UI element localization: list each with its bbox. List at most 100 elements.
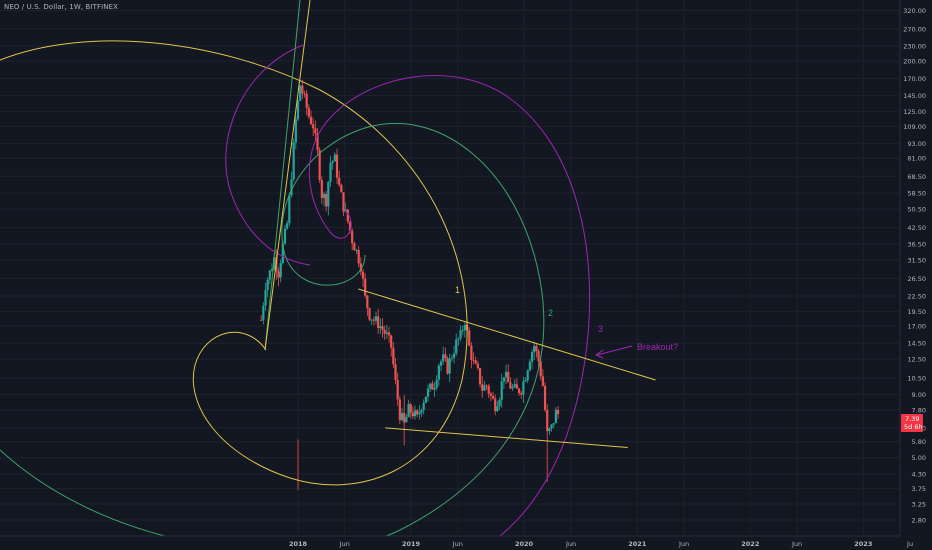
time-tick-label: 2021: [628, 540, 647, 548]
candle-body: [463, 324, 466, 331]
time-tick-label: 2020: [515, 540, 534, 548]
price-tick-label: 19.50: [907, 308, 926, 316]
price-scale[interactable]: 320.00 270.00 230.00 200.00 170.00 145.00 125.…: [899, 0, 932, 550]
price-tick-label: 145.00: [903, 92, 926, 100]
fan-line-yellow[interactable]: [264, 0, 311, 351]
candle-body: [413, 410, 417, 417]
candle-body: [470, 345, 473, 360]
price-tick-label: 3.75: [912, 485, 926, 493]
time-scale[interactable]: 2018 Jun 2019 Jun 2020 Jun 2021 Jun 2022 Jun 2023 J…: [0, 535, 932, 550]
candle-body: [325, 193, 328, 207]
drawing-overlays[interactable]: 1 2 3 Breakout?: [0, 0, 678, 550]
candle-body: [357, 249, 360, 264]
price-tick-label: 200.00: [903, 58, 926, 66]
candle-body: [533, 345, 536, 353]
candle-body: [309, 116, 313, 125]
time-tick-label: Jun: [565, 540, 576, 548]
candle-body: [448, 358, 451, 374]
candle-body: [361, 271, 365, 279]
candle-body: [461, 330, 464, 331]
candle-body: [520, 393, 523, 395]
time-tick-label: 2019: [402, 540, 421, 548]
candle-body: [262, 305, 265, 321]
candle-body: [277, 271, 280, 278]
current-price-value: 7.39: [905, 415, 919, 423]
candle-body: [379, 326, 382, 329]
price-tick-label: 31.50: [907, 256, 926, 264]
candle-body: [513, 384, 516, 388]
candle-body: [405, 416, 408, 423]
candle-body: [279, 263, 282, 278]
candle-body: [459, 330, 462, 339]
candle-body: [530, 352, 534, 362]
candle-body: [312, 124, 315, 129]
price-tick-label: 14.50: [907, 340, 926, 348]
candle-body: [299, 85, 302, 101]
trendline-upper[interactable]: [358, 288, 656, 381]
candle-body: [452, 353, 456, 358]
breakout-arrow-line[interactable]: [596, 345, 633, 356]
time-tick-label: Jun: [791, 540, 802, 548]
price-tick-label: 125.00: [903, 108, 926, 116]
candle-body: [296, 100, 300, 120]
candle-body: [502, 377, 505, 382]
price-tick-label: 42.50: [907, 224, 926, 232]
candle-body: [552, 423, 555, 425]
symbol-legend: NEO / U.S. Dollar, 1W, BITFINEX: [4, 3, 119, 11]
candle-body: [305, 93, 308, 108]
candle-body: [450, 357, 453, 359]
candle-body: [320, 179, 323, 198]
candle-body: [340, 184, 343, 193]
candle-body: [457, 338, 460, 340]
price-tick-label: 230.00: [903, 43, 926, 51]
candle-body: [535, 345, 538, 351]
candle-body: [264, 290, 267, 306]
fib-spiral-purple[interactable]: [308, 75, 591, 550]
spiral-label-2: 2: [548, 308, 553, 318]
price-tick-label: 270.00: [903, 25, 926, 33]
candle-body: [351, 230, 354, 244]
candle-body: [422, 402, 425, 410]
candle-body: [270, 268, 274, 271]
candle-body: [431, 383, 434, 390]
candle-body: [307, 107, 310, 117]
candle-body: [543, 385, 547, 410]
price-tick-label: 36.50: [907, 240, 926, 248]
price-tick-label: 170.00: [903, 75, 926, 83]
breakout-arrow-head: [594, 349, 604, 359]
candle-body: [292, 142, 295, 180]
candle-body: [394, 364, 397, 380]
trendline-lower[interactable]: [385, 427, 628, 448]
candle-body: [370, 319, 373, 321]
candle-body: [329, 162, 332, 182]
candles[interactable]: [260, 79, 560, 491]
fib-spiral-green[interactable]: [0, 123, 545, 550]
candle-body: [314, 128, 317, 134]
price-tick-label: 4.30: [912, 470, 926, 478]
candle-body: [429, 383, 432, 389]
candle-body: [316, 133, 319, 150]
candle-body: [294, 119, 297, 143]
fan-line-green[interactable]: [264, 0, 301, 351]
candle-body: [411, 412, 414, 417]
candle-body: [439, 361, 443, 366]
price-tick-label: 17.00: [907, 323, 926, 331]
candle-body: [446, 358, 449, 374]
candle-body: [387, 332, 391, 336]
candle-body: [364, 278, 367, 296]
candle-body: [400, 413, 404, 421]
candle-body: [487, 385, 490, 394]
candle-body: [541, 376, 544, 386]
price-tick-label: 2.80: [912, 517, 926, 525]
fib-spiral-yellow[interactable]: [0, 40, 468, 486]
candle-body: [346, 209, 349, 222]
candle-body: [424, 396, 427, 403]
candle-body: [496, 406, 499, 412]
candle-body: [286, 223, 289, 229]
candle-body: [416, 410, 419, 415]
candle-body: [526, 370, 529, 381]
candle-body: [546, 409, 549, 432]
candle-body: [504, 371, 508, 378]
